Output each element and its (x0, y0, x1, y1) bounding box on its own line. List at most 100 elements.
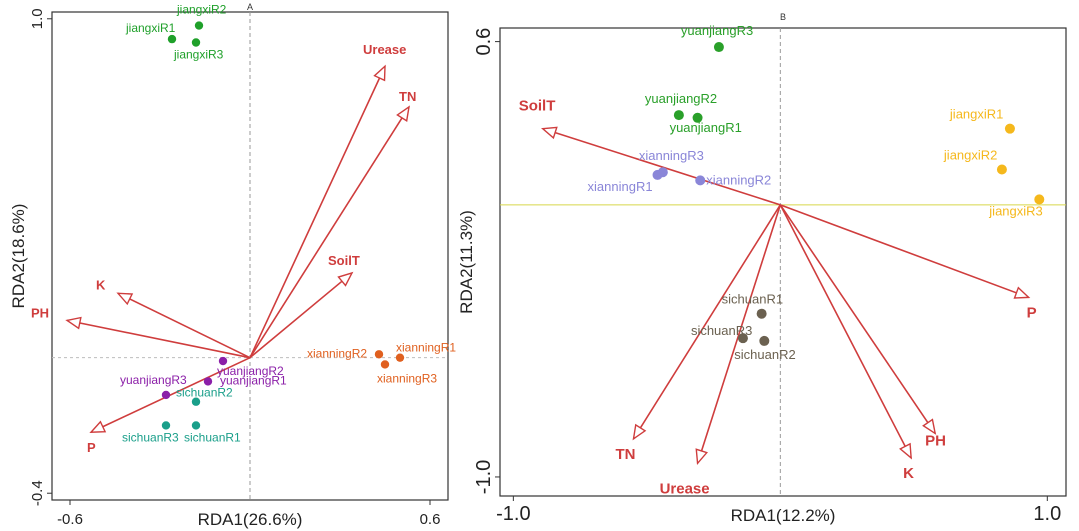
vector-soilt-label: SoilT (328, 253, 360, 268)
y-tick-label: -0.4 (29, 480, 46, 506)
point-label-yuanjiangr3: yuanjiangR3 (120, 373, 187, 387)
point-yuanjiangr3 (161, 390, 171, 400)
point-label-xianningr3: xianningR3 (377, 371, 437, 385)
point-label-yuanjiangr1: yuanjiangR1 (670, 120, 742, 135)
point-label-sichuanr3: sichuanR3 (122, 430, 179, 444)
y-tick-label: -1.0 (473, 460, 495, 494)
point-label-xianningr1: xianningR1 (396, 341, 456, 355)
vector-tn-arrowhead (396, 105, 410, 122)
point-xianningr2 (374, 350, 384, 359)
rda-panel-a: A -0.6 0.6 1.0 -0.4 RDA1(26.6%) RDA2(18.6%) Ure… (9, 2, 456, 529)
vector-ph-label: PH (925, 432, 946, 449)
vector-soilt-line (249, 272, 353, 359)
vector-urease-label: Urease (660, 480, 710, 497)
panel-label: A (247, 2, 253, 12)
point-xianningr3 (380, 360, 390, 369)
y-tick-label: 0.6 (473, 28, 495, 56)
vector-urease-line (249, 65, 386, 359)
vector-ph-line (779, 204, 936, 434)
point-xianningr1 (395, 353, 405, 362)
vector-urease-line (696, 204, 782, 464)
point-yuanjiangr1 (203, 377, 213, 386)
point-label-sichuanr2: sichuanR2 (734, 347, 795, 362)
point-sichuanr1 (756, 308, 767, 319)
vector-ph-label: PH (31, 305, 49, 320)
point-label-jiangxir3: jiangxiR3 (988, 203, 1042, 218)
point-sichuanr3 (737, 333, 748, 344)
x-axis-title: RDA1(12.2%) (731, 506, 836, 525)
point-yuanjiangr2 (673, 110, 684, 121)
point-label-yuanjiangr2: yuanjiangR2 (645, 91, 717, 106)
vector-tn-line (632, 204, 782, 440)
point-label-xianningr1: xianningR1 (588, 179, 653, 194)
vector-ph-line (66, 319, 251, 359)
x-axis-title: RDA1(26.6%) (198, 510, 303, 529)
y-tick-label: 1.0 (29, 8, 46, 29)
vector-urease-arrowhead (373, 64, 386, 82)
plot-frame (499, 27, 1067, 497)
vector-p-arrowhead (89, 420, 107, 433)
x-tick-label: -0.6 (57, 511, 83, 528)
vector-ph-arrowhead (65, 316, 82, 330)
vector-soilt-arrowhead (541, 126, 558, 140)
point-label-xianningr2: xianningR2 (706, 172, 771, 187)
point-yuanjiangr2 (218, 356, 228, 366)
vector-ph-arrowhead (922, 418, 937, 435)
vector-urease-arrowhead (695, 448, 708, 466)
vector-urease-label: Urease (363, 42, 406, 57)
x-tick-label: 1.0 (1033, 503, 1061, 525)
point-sichuanr2 (759, 335, 770, 346)
vector-k-label: K (96, 277, 106, 292)
vector-tn-arrowhead (632, 423, 647, 441)
vector-p-label: P (1027, 304, 1037, 321)
point-jiangxir1 (167, 34, 177, 44)
point-label-jiangxir3: jiangxiR3 (173, 48, 224, 62)
vector-p-label: P (87, 440, 96, 455)
vector-p-arrowhead (1013, 286, 1031, 299)
vector-k-line (117, 292, 251, 359)
vector-k-arrowhead (116, 292, 134, 306)
panel-label: B (780, 12, 786, 22)
x-tick-label: 0.6 (420, 511, 441, 528)
point-jiangxir3 (191, 38, 201, 47)
point-jiangxir2 (194, 21, 204, 30)
point-sichuanr3 (161, 421, 171, 430)
y-axis-title: RDA2(18.6%) (9, 204, 28, 309)
point-label-yuanjiangr3: yuanjiangR3 (681, 23, 753, 38)
point-sichuanr1 (191, 421, 201, 430)
point-label-sichuanr2: sichuanR2 (176, 386, 233, 400)
vector-p-line (90, 356, 251, 433)
point-xianningr2 (695, 175, 706, 186)
point-label-xianningr3: xianningR3 (639, 148, 704, 163)
vector-k-label: K (903, 465, 914, 482)
vector-k-line (779, 204, 912, 459)
point-yuanjiangr1 (692, 112, 703, 123)
vector-soilt-arrowhead (337, 271, 354, 287)
point-jiangxir1 (1004, 123, 1015, 134)
point-label-sichuanr1: sichuanR1 (722, 292, 783, 307)
vector-soilt-line (542, 127, 781, 206)
vector-tn-line (249, 106, 410, 359)
vector-p-line (780, 204, 1029, 299)
vector-tn-label: TN (615, 446, 635, 463)
vector-soilt-label: SoilT (519, 98, 556, 115)
point-sichuanr2 (191, 397, 201, 406)
y-axis-title: RDA2(11.3%) (457, 210, 476, 314)
vector-tn-label: TN (399, 89, 416, 104)
point-label-sichuanr3: sichuanR3 (691, 323, 752, 338)
point-label-yuanjiangr2: yuanjiangR2 (217, 364, 284, 378)
point-label-jiangxir1: jiangxiR1 (125, 21, 176, 35)
point-jiangxir2 (996, 164, 1007, 175)
point-label-xianningr2: xianningR2 (307, 346, 367, 360)
point-label-yuanjiangr1: yuanjiangR1 (220, 373, 287, 387)
point-label-sichuanr1: sichuanR1 (184, 430, 241, 444)
x-tick-label: -1.0 (496, 503, 530, 525)
vector-k-arrowhead (899, 442, 912, 460)
point-label-jiangxir2: jiangxiR2 (943, 147, 997, 162)
point-jiangxir3 (1034, 194, 1045, 205)
point-label-jiangxir2: jiangxiR2 (176, 3, 227, 17)
rda-panel-b: B -1.0 1.0 0.6 -1.0 RDA1(12.2%) RDA2(11.3%) Soi… (457, 12, 1067, 525)
point-yuanjiangr3 (713, 42, 724, 53)
point-xianningr3 (657, 167, 668, 178)
